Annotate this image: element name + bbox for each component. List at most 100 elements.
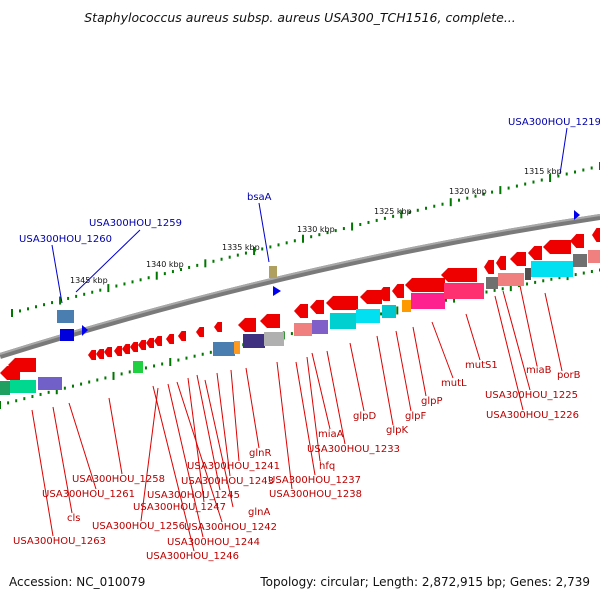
gene-arrow[interactable] (405, 278, 445, 292)
gene-arrow-small[interactable] (154, 336, 162, 346)
feature-label[interactable]: cls (67, 513, 81, 524)
feature-label[interactable]: glpD (353, 411, 376, 422)
feature-label[interactable]: USA300HOU_1219 (508, 117, 600, 128)
gene-arrow[interactable] (260, 314, 280, 328)
feature-label[interactable]: mutS1 (465, 360, 498, 371)
feature-label[interactable]: USA300HOU_1247 (133, 502, 226, 513)
gene-block[interactable] (588, 250, 600, 263)
feature-label[interactable]: porB (557, 370, 581, 381)
gene-block[interactable] (486, 277, 498, 289)
gene-block[interactable] (411, 293, 445, 309)
blue-arrow[interactable] (574, 210, 580, 220)
feature-label[interactable]: USA300HOU_1261 (42, 489, 135, 500)
gene-arrow[interactable] (392, 284, 404, 298)
gene-arrow[interactable] (592, 228, 600, 242)
gene-arrow-small[interactable] (122, 344, 130, 354)
gene-block[interactable] (57, 310, 74, 323)
gene-block[interactable] (444, 283, 484, 299)
feature-label[interactable]: USA300HOU_1237 (268, 475, 361, 486)
feature-label[interactable]: USA300HOU_1245 (147, 490, 240, 501)
gene-arrow[interactable] (441, 268, 477, 282)
feature-label[interactable]: glnR (249, 448, 271, 459)
feature-label[interactable]: USA300HOU_1256 (92, 521, 185, 532)
feature-label[interactable]: miaA (318, 429, 344, 440)
feature-label[interactable]: USA300HOU_1263 (13, 536, 106, 547)
feature-label[interactable]: USA300HOU_1242 (184, 522, 277, 533)
gene-arrow[interactable] (310, 300, 324, 314)
gene-block[interactable] (133, 361, 143, 373)
gene-block[interactable] (264, 332, 284, 346)
gene-arrow[interactable] (510, 252, 526, 266)
gene-block[interactable] (60, 329, 74, 341)
gene-arrow[interactable] (484, 260, 494, 274)
gene-block[interactable] (382, 305, 396, 318)
gene-block[interactable] (10, 380, 36, 393)
feature-label[interactable]: hfq (319, 461, 335, 472)
gene-block[interactable] (294, 323, 312, 336)
gene-arrow-small[interactable] (178, 331, 186, 341)
gene-arrow-small[interactable] (114, 346, 122, 356)
gene-block[interactable] (330, 313, 356, 329)
gene-arrow-small[interactable] (104, 347, 112, 357)
feature-label[interactable]: USA300HOU_1244 (167, 537, 260, 548)
feature-label[interactable]: USA300HOU_1233 (307, 444, 400, 455)
gene-block[interactable] (356, 309, 380, 323)
feature-label[interactable]: glpF (405, 411, 426, 422)
gene-arrow[interactable] (326, 296, 358, 310)
gene-arrow-small[interactable] (196, 327, 204, 337)
feature-label[interactable]: USA300HOU_1238 (269, 489, 362, 500)
blue-arrow[interactable] (273, 286, 281, 296)
gene-arrow[interactable] (8, 358, 36, 372)
gene-arrow-small[interactable] (166, 334, 174, 344)
gene-arrow-small[interactable] (96, 349, 104, 359)
feature-label[interactable]: mutL (441, 378, 467, 389)
gene-arrow[interactable] (238, 318, 256, 332)
scale-tick (416, 208, 419, 212)
gene-block[interactable] (38, 377, 62, 390)
feature-label[interactable]: USA300HOU_1260 (19, 234, 112, 245)
gene-block[interactable] (498, 273, 524, 286)
gene-arrow[interactable] (570, 234, 584, 248)
gene-arrow[interactable] (360, 290, 382, 304)
feature-label[interactable]: miaB (526, 365, 552, 376)
gene-arrow-small[interactable] (146, 338, 154, 348)
feature-label[interactable]: USA300HOU_1259 (89, 218, 182, 229)
gene-arrow[interactable] (496, 256, 506, 270)
gene-block[interactable] (234, 341, 240, 354)
gene-arrow[interactable] (378, 287, 390, 301)
gene-arrow[interactable] (528, 246, 542, 260)
gene-block[interactable] (531, 261, 573, 277)
scale-tick (204, 259, 207, 268)
feature-label[interactable]: bsaA (247, 192, 272, 203)
gene-block[interactable] (0, 381, 10, 395)
leader-line (395, 330, 412, 412)
gene-block[interactable] (573, 254, 587, 267)
gene-arrow-small[interactable] (88, 350, 96, 360)
gene-arrow-small[interactable] (138, 340, 146, 350)
feature-label[interactable]: USA300HOU_1246 (146, 551, 239, 562)
gene-arrow-small[interactable] (130, 342, 138, 352)
gene-arrow[interactable] (294, 304, 308, 318)
gene-arrow-small[interactable] (214, 322, 222, 332)
feature-label[interactable]: glpP (421, 396, 443, 407)
gene-block[interactable] (312, 320, 328, 334)
feature-label[interactable]: USA300HOU_1225 (485, 390, 578, 401)
gene-block[interactable] (213, 342, 235, 356)
feature-label[interactable]: USA300HOU_1258 (72, 474, 165, 485)
scale-tick (574, 273, 577, 277)
feature-label[interactable]: glnA (248, 507, 270, 518)
gene-block[interactable] (402, 300, 411, 312)
gene-block[interactable] (243, 334, 265, 348)
gene-block[interactable] (525, 268, 531, 280)
scale-tick (209, 350, 212, 354)
blue-arrow[interactable] (82, 325, 88, 336)
gene-arrow[interactable] (543, 240, 571, 254)
scale-tick (549, 174, 552, 183)
feature-label[interactable]: USA300HOU_1226 (486, 410, 579, 421)
feature-label[interactable]: glpK (386, 425, 408, 436)
scale-tick (177, 358, 180, 362)
feature-label[interactable]: USA300HOU_1241 (187, 461, 280, 472)
feature-label[interactable]: USA300HOU_1243 (181, 476, 274, 487)
gene-block[interactable] (269, 266, 277, 278)
